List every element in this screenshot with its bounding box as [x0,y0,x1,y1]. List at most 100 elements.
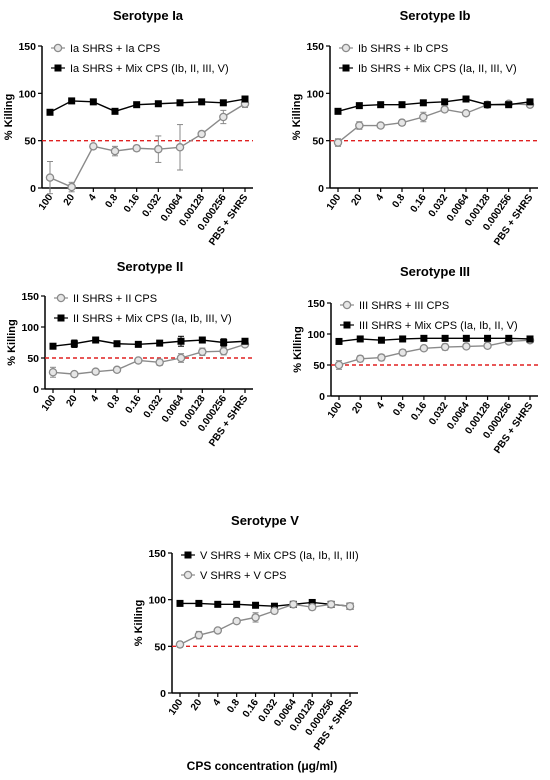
chart-panel-1: Serotype Ia % Killing 0 50 100 150 100 20 4 0.8 0.… [3,8,253,248]
data-point-circle [45,173,55,182]
data-point-circle [398,348,407,357]
data-point-square [377,336,385,344]
chart-title: Serotype III [400,264,470,279]
y-tick-label: 100 [21,322,39,334]
series-1 [45,99,250,195]
legend-label: V SHRS + V CPS [200,570,287,582]
data-point-circle [176,353,186,363]
x-tick-label: 4 [375,400,387,411]
y-tick-label: 0 [30,183,36,195]
data-point-circle [376,121,385,130]
data-point-circle [213,626,223,635]
y-tick-label: 100 [148,595,166,607]
data-point-square [526,98,534,106]
chart-panel-3: Serotype II % Killing 0 50 100 150 100 20 4 0.8 0.… [6,259,253,449]
data-point-square [233,600,241,608]
data-point-square [113,340,121,348]
data-point-circle [48,368,58,377]
y-axis-label: % Killing [133,600,145,646]
legend-label: III SHRS + Mix CPS (Ia, Ib, II, V) [359,320,518,332]
x-tick-label: 20 [349,192,365,208]
y-tick-label: 0 [319,391,325,403]
data-point-square [398,101,406,109]
data-point-circle [132,143,141,153]
y-tick-label: 100 [306,88,324,100]
x-tick-label: 20 [189,697,205,713]
legend-marker-square [343,321,351,329]
y-tick-label: 0 [33,384,39,396]
legend-marker-circle [56,293,66,303]
series-line [338,337,531,343]
chart-panel-2: Serotype Ib % Killing 0 50 100 150 100 20 4 0.8 0.… [291,8,538,248]
series-2 [334,95,534,115]
x-tick-label: 100 [325,192,344,212]
data-point-square [356,335,364,343]
series-2 [46,95,249,116]
x-tick-label: 0.16 [409,192,429,215]
data-point-square [505,334,513,342]
x-tick-label: 4 [211,697,223,708]
data-point-square [399,335,407,343]
legend-label: Ia SHRS + Ia CPS [70,43,160,55]
data-point-square [198,336,206,344]
data-point-circle [462,342,471,351]
y-tick-label: 150 [18,41,36,53]
series-1 [334,335,535,370]
chart-title: Serotype II [117,259,183,274]
legend-marker-square [342,64,350,72]
data-point-circle [419,344,429,353]
data-point-square [241,95,249,103]
data-point-circle [134,356,143,365]
y-axis-label: % Killing [6,319,18,365]
data-point-circle [219,346,228,356]
legend-label: Ib SHRS + Ib CPS [358,43,448,55]
data-point-square [270,602,278,610]
x-tick-label: 4 [87,192,99,203]
data-point-circle [198,347,207,357]
data-point-circle [440,342,450,352]
y-tick-label: 50 [24,136,36,148]
x-tick-label: 0.16 [122,192,142,215]
y-tick-label: 50 [27,353,39,365]
data-point-square [46,108,54,116]
series-2 [49,335,249,350]
data-point-circle [175,640,185,649]
series-line [337,98,531,112]
data-point-circle [419,112,428,122]
data-point-square [220,339,228,346]
data-point-circle [91,367,100,376]
data-point-square [252,601,260,609]
y-tick-label: 150 [306,41,324,53]
x-tick-label: 4 [89,393,101,404]
data-point-square [198,98,206,106]
y-tick-label: 100 [307,329,325,341]
series-line [179,603,351,646]
data-point-circle [219,112,228,122]
data-point-circle [70,369,79,379]
data-point-circle [194,630,204,640]
data-point-square [241,337,249,345]
legend-label: V SHRS + Mix CPS (Ia, Ib, II, III) [200,550,359,562]
data-point-circle [154,144,163,154]
data-point-circle [251,613,260,622]
figure-xlabel: CPS concentration (μg/ml) [187,759,338,773]
data-point-square [377,101,385,109]
legend-label: II SHRS + Mix CPS (Ia, Ib, III, V) [73,313,232,325]
data-point-circle [440,105,449,114]
data-point-circle [345,601,355,611]
x-tick-label: 20 [64,393,80,409]
data-point-square [308,598,316,606]
data-point-circle [326,600,336,609]
data-point-square [133,101,141,109]
data-point-circle [67,182,76,192]
data-point-circle [89,142,98,151]
data-point-circle [483,341,492,351]
series-line [338,339,531,366]
data-point-square [49,342,57,350]
x-tick-label: 100 [40,393,59,413]
legend-marker-circle [342,300,352,310]
y-tick-label: 150 [307,298,325,310]
data-point-square [419,99,427,107]
x-tick-label: 100 [167,697,186,717]
